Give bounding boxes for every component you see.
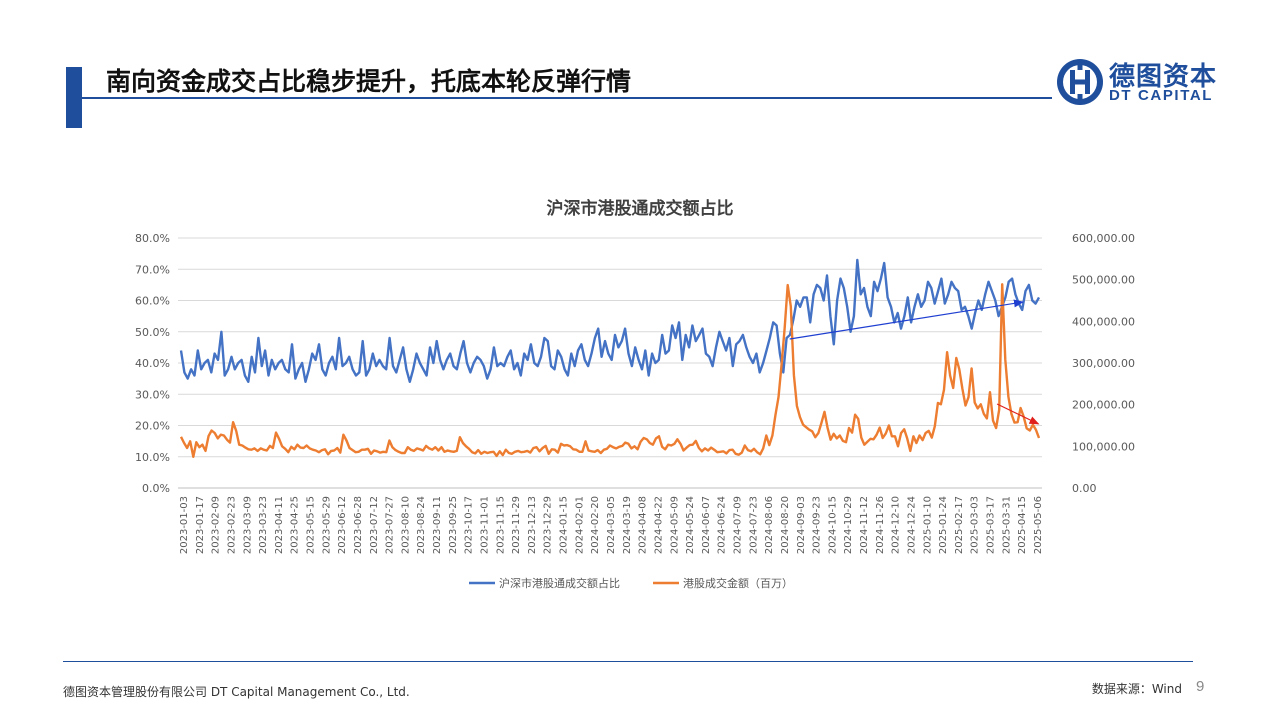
x-tick-label: 2023-03-23 — [258, 496, 269, 554]
x-tick-label: 2024-08-06 — [764, 496, 775, 554]
footer-company: 德图资本管理股份有限公司 DT Capital Management Co., … — [63, 685, 410, 699]
x-tick-label: 2024-03-05 — [606, 496, 617, 554]
y-right-tick-label: 600,000.00 — [1072, 232, 1135, 245]
x-tick-label: 2023-05-15 — [306, 496, 317, 554]
x-tick-label: 2023-09-11 — [432, 496, 443, 554]
footer-divider — [63, 661, 1193, 662]
x-tick-label: 2024-11-26 — [875, 496, 886, 554]
x-tick-label: 2023-03-09 — [242, 496, 253, 554]
x-tick-label: 2024-07-23 — [748, 496, 759, 554]
x-tick-label: 2025-05-06 — [1033, 496, 1044, 554]
x-tick-label: 2023-09-25 — [448, 496, 459, 554]
x-tick-label: 2024-01-15 — [559, 496, 570, 554]
x-tick-label: 2023-07-12 — [369, 496, 380, 554]
logo-english-text: DT CAPITAL — [1109, 87, 1214, 104]
x-tick-label: 2023-08-24 — [416, 496, 427, 554]
x-tick-label: 2025-04-15 — [1017, 496, 1028, 554]
x-tick-label: 2023-01-03 — [179, 496, 190, 554]
x-tick-label: 2024-07-09 — [733, 496, 744, 554]
x-tick-label: 2023-10-17 — [464, 496, 475, 554]
x-tick-label: 2024-10-29 — [843, 496, 854, 554]
y-left-tick-label: 30.0% — [135, 388, 170, 401]
x-tick-label: 2023-11-01 — [479, 496, 490, 554]
x-tick-label: 2024-12-10 — [891, 496, 902, 554]
x-tick-label: 2023-04-11 — [274, 496, 285, 554]
y-left-tick-label: 70.0% — [135, 263, 170, 276]
y-left-tick-label: 60.0% — [135, 295, 170, 308]
dual-axis-line-chart: 0.0% 10.0% 20.0% 30.0% 40.0% 50.0% 60.0% 70.0% 8… — [135, 232, 1135, 590]
x-tick-label: 2025-03-17 — [986, 496, 997, 554]
logo-chinese-text: 德图资本 — [1109, 62, 1218, 92]
x-tick-label: 2024-06-07 — [701, 496, 712, 554]
x-tick-label: 2023-05-29 — [321, 496, 332, 554]
x-tick-label: 2023-02-09 — [211, 496, 222, 554]
slide-title: 南向资金成交占比稳步提升，托底本轮反弹行情 — [106, 67, 632, 96]
x-tick-label: 2024-04-08 — [638, 496, 649, 554]
x-tick-label: 2024-12-24 — [906, 496, 917, 554]
series-line-share — [179, 258, 1041, 383]
y-left-tick-label: 40.0% — [135, 357, 170, 370]
y-left-tick-label: 20.0% — [135, 420, 170, 433]
y-left-tick-label: 80.0% — [135, 232, 170, 245]
x-tick-label: 2024-06-24 — [717, 496, 728, 554]
x-tick-label: 2024-02-20 — [590, 496, 601, 554]
y-right-tick-label: 400,000.00 — [1072, 315, 1135, 328]
x-tick-label: 2025-03-31 — [1001, 496, 1012, 554]
x-tick-label: 2023-12-29 — [543, 496, 554, 554]
title-accent-bar — [66, 67, 82, 128]
legend-label: 沪深市港股通成交额占比 — [499, 576, 620, 590]
x-tick-label: 2024-10-15 — [827, 496, 838, 554]
y-right-tick-label: 300,000.00 — [1072, 357, 1135, 370]
x-tick-label: 2025-02-17 — [954, 496, 965, 554]
x-tick-label: 2025-03-03 — [970, 496, 981, 554]
x-tick-label: 2024-08-20 — [780, 496, 791, 554]
y-right-tick-label: 100,000.00 — [1072, 440, 1135, 453]
x-tick-label: 2023-12-13 — [527, 496, 538, 554]
x-tick-label: 2023-06-28 — [353, 496, 364, 554]
page-number: 9 — [1196, 678, 1205, 695]
downtrend-arrow — [996, 403, 1040, 425]
x-tick-label: 2024-02-01 — [574, 496, 585, 554]
x-tick-label: 2023-06-12 — [337, 496, 348, 554]
data-source: 数据来源：Wind — [1091, 682, 1182, 696]
x-tick-label: 2024-11-12 — [859, 496, 870, 554]
y-left-tick-label: 10.0% — [135, 451, 170, 464]
x-tick-label: 2023-04-25 — [290, 496, 301, 554]
x-tick-label: 2023-02-23 — [226, 496, 237, 554]
y-left-tick-label: 50.0% — [135, 326, 170, 339]
x-tick-label: 2023-07-27 — [385, 496, 396, 554]
x-tick-label: 2023-11-29 — [511, 496, 522, 554]
x-tick-label: 2024-09-23 — [812, 496, 823, 554]
x-tick-label: 2024-05-24 — [685, 496, 696, 554]
x-tick-label: 2024-05-09 — [669, 496, 680, 554]
x-tick-label: 2025-01-24 — [938, 496, 949, 554]
y-right-tick-label: 500,000.00 — [1072, 274, 1135, 287]
chart-title: 沪深市港股通成交额占比 — [546, 199, 734, 219]
x-tick-label: 2024-03-19 — [622, 496, 633, 554]
title-divider — [82, 97, 1052, 99]
company-logo: 德图资本 DT CAPITAL — [1055, 56, 1225, 108]
x-tick-label: 2025-01-10 — [922, 496, 933, 554]
uptrend-arrow — [789, 299, 1024, 340]
legend-label: 港股成交金额（百万） — [683, 576, 793, 590]
x-tick-label: 2023-01-17 — [195, 496, 206, 554]
series-line-turnover — [179, 283, 1041, 458]
x-tick-label: 2024-04-22 — [653, 496, 664, 554]
x-tick-label: 2023-08-10 — [400, 496, 411, 554]
y-right-tick-label: 0.00 — [1072, 482, 1097, 495]
x-tick-label: 2024-09-03 — [796, 496, 807, 554]
y-right-tick-label: 200,000.00 — [1072, 399, 1135, 412]
logo-mark-icon — [1057, 59, 1103, 105]
y-left-tick-label: 0.0% — [142, 482, 170, 495]
x-tick-label: 2023-11-15 — [495, 496, 506, 554]
